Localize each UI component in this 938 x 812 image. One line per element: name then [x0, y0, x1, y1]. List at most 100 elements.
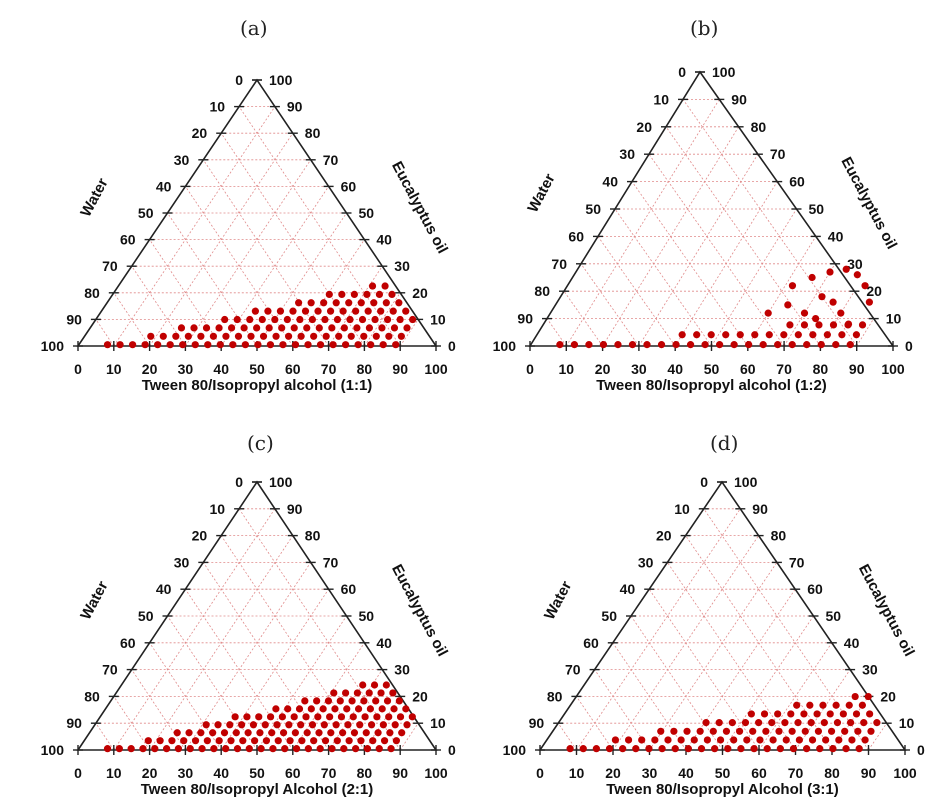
- data-point: [858, 321, 867, 329]
- data-point: [741, 719, 750, 727]
- data-point: [774, 341, 782, 349]
- data-point: [295, 705, 304, 713]
- gridline: [557, 722, 577, 751]
- bottom-tick-label: 60: [740, 361, 756, 377]
- data-point: [743, 736, 751, 744]
- data-point: [273, 721, 281, 729]
- data-point: [336, 697, 344, 705]
- data-point: [320, 299, 328, 307]
- data-point: [392, 341, 400, 349]
- left-tick-label: 70: [102, 662, 118, 678]
- data-point: [268, 729, 276, 737]
- gridline: [185, 159, 312, 347]
- data-point: [809, 331, 817, 339]
- left-tick-label: 0: [235, 72, 243, 88]
- gridline: [648, 153, 785, 347]
- data-point: [231, 713, 239, 721]
- data-point: [276, 307, 285, 315]
- right-tick-label: 70: [323, 554, 339, 570]
- gridline: [703, 508, 869, 751]
- left-tick-label: 80: [547, 688, 563, 704]
- data-point: [823, 331, 831, 339]
- data-point: [381, 282, 389, 290]
- data-point: [203, 737, 211, 745]
- data-point: [370, 681, 379, 689]
- data-point: [246, 315, 254, 324]
- data-point: [209, 729, 217, 737]
- left-tick-label: 50: [585, 201, 601, 217]
- data-point: [829, 745, 837, 753]
- data-point: [826, 710, 834, 718]
- gridline: [614, 208, 712, 347]
- data-point: [174, 745, 183, 753]
- left-tick-label: 60: [568, 228, 584, 244]
- data-point: [671, 745, 679, 753]
- data-point: [835, 736, 843, 744]
- data-point: [361, 713, 369, 721]
- data-point: [278, 713, 286, 721]
- data-point: [794, 719, 802, 727]
- data-point: [291, 729, 299, 737]
- left-tick-label: 0: [235, 474, 243, 490]
- data-point: [350, 729, 359, 737]
- bottom-tick-label: 80: [357, 765, 373, 781]
- data-point: [338, 290, 346, 298]
- data-point: [179, 341, 187, 349]
- bottom-tick-label: 40: [667, 361, 683, 377]
- data-point: [339, 307, 347, 315]
- data-point: [340, 745, 348, 753]
- left-tick-label: 40: [156, 178, 172, 194]
- data-point: [281, 745, 289, 753]
- data-point: [186, 745, 194, 753]
- data-point: [345, 299, 353, 307]
- bottom-tick-label: 90: [861, 765, 877, 781]
- data-point: [395, 697, 403, 705]
- data-point: [313, 697, 321, 705]
- left-tick-label: 100: [503, 742, 527, 758]
- data-point: [851, 692, 859, 701]
- data-point: [845, 701, 853, 709]
- data-point: [392, 737, 400, 745]
- data-point: [327, 729, 335, 737]
- data-point: [345, 737, 353, 745]
- data-point: [357, 299, 365, 307]
- data-point: [141, 341, 149, 349]
- right-axis-title: Eucalyptus oil: [855, 562, 918, 660]
- data-point: [728, 719, 736, 727]
- left-tick-label: 60: [120, 232, 136, 248]
- left-tick-label: 10: [210, 99, 226, 115]
- left-tick-label: 60: [583, 635, 599, 651]
- data-point: [833, 719, 842, 727]
- left-tick-label: 60: [120, 635, 136, 651]
- data-point: [354, 705, 363, 713]
- data-point: [697, 745, 706, 753]
- left-tick-label: 0: [700, 474, 708, 490]
- data-point: [185, 729, 193, 737]
- data-point: [307, 705, 315, 713]
- bottom-tick-label: 0: [536, 765, 544, 781]
- right-tick-label: 90: [287, 99, 303, 115]
- data-point: [383, 315, 392, 324]
- data-point: [220, 729, 229, 737]
- data-point: [278, 324, 286, 332]
- gridline: [95, 722, 115, 751]
- data-point: [215, 737, 223, 745]
- data-point: [368, 282, 377, 290]
- data-point: [389, 307, 397, 315]
- left-tick-label: 100: [493, 338, 517, 354]
- data-point: [677, 736, 685, 744]
- gridline: [565, 99, 720, 347]
- data-point: [808, 273, 816, 282]
- data-point: [370, 299, 378, 307]
- data-point: [377, 689, 385, 697]
- data-point: [678, 331, 686, 339]
- data-point: [389, 689, 397, 697]
- data-point: [103, 341, 112, 349]
- gridline: [167, 212, 258, 347]
- gridline: [95, 319, 115, 347]
- data-point: [283, 315, 291, 324]
- data-point: [244, 729, 252, 737]
